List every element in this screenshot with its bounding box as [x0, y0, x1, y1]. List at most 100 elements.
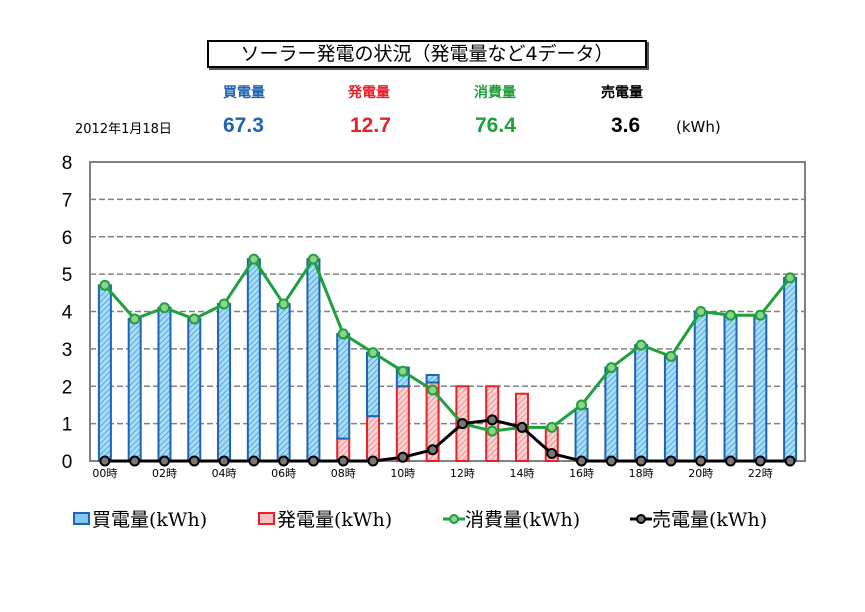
bar-purchase: [366, 351, 381, 418]
bar-purchase: [336, 332, 351, 440]
x-tick-label: 00時: [92, 467, 117, 480]
summary-value-sell: 3.6: [611, 114, 641, 137]
point-consumption: [576, 399, 588, 411]
bar-purchase: [425, 374, 440, 384]
point-consumption: [665, 350, 677, 362]
point-sale: [725, 455, 737, 467]
bar-purchase: [723, 314, 738, 462]
point-sale: [158, 455, 170, 467]
point-consumption: [427, 384, 439, 396]
summary-value-gen: 12.7: [350, 114, 391, 137]
point-sale: [248, 455, 260, 467]
point-consumption: [605, 362, 617, 374]
x-tick-label: 12時: [450, 467, 475, 480]
point-consumption: [635, 339, 647, 351]
point-sale: [665, 455, 677, 467]
point-consumption: [158, 302, 170, 314]
point-consumption: [129, 313, 141, 325]
point-consumption: [337, 328, 349, 340]
x-tick-label: 18時: [629, 467, 654, 480]
y-tick-label: 3: [62, 340, 73, 361]
legend-item-gen: 発電量(kWh): [258, 505, 392, 532]
legend-marker-sell: [630, 513, 652, 524]
legend-label-gen: 発電量(kWh): [277, 509, 393, 531]
bar-generation: [366, 415, 381, 462]
point-sale: [337, 455, 349, 467]
bar-purchase: [187, 317, 202, 462]
bar-purchase: [127, 317, 142, 462]
point-sale: [754, 455, 766, 467]
point-sale: [635, 455, 647, 467]
bar-purchase: [246, 258, 261, 462]
bar-purchase: [306, 258, 321, 462]
line-consumption: [103, 255, 792, 433]
point-consumption: [367, 347, 379, 359]
point-sale: [99, 455, 111, 467]
point-consumption: [784, 272, 796, 284]
x-tick-label: 20時: [688, 467, 713, 480]
y-tick-label: 5: [62, 265, 73, 286]
x-tick-label: 22時: [748, 467, 773, 480]
y-tick-label: 4: [62, 303, 73, 324]
point-consumption: [307, 253, 319, 265]
y-tick-label: 8: [62, 153, 73, 174]
x-tick-label: 14時: [509, 467, 534, 480]
summary-label-sell: 売電量: [601, 85, 643, 101]
summary-value-consume: 76.4: [475, 114, 516, 137]
point-consumption: [725, 309, 737, 321]
point-consumption: [546, 421, 558, 433]
point-sale: [129, 455, 141, 467]
legend-marker-consume: [443, 513, 465, 524]
legend-item-buy: 買電量(kWh): [73, 505, 207, 532]
point-consumption: [754, 309, 766, 321]
point-sale: [218, 455, 230, 467]
bar-purchase: [97, 284, 112, 462]
y-tick-label: 6: [62, 228, 73, 249]
legend-item-consume: 消費量(kWh): [443, 505, 580, 532]
bar-purchase: [276, 303, 291, 462]
x-tick-label: 04時: [212, 467, 237, 480]
point-sale: [278, 455, 290, 467]
bar-purchase: [574, 407, 589, 462]
point-sale: [576, 455, 588, 467]
summary-value-buy: 67.3: [223, 114, 264, 137]
point-consumption: [248, 253, 260, 265]
summary-label-consume: 消費量: [474, 85, 516, 101]
point-sale: [486, 414, 498, 426]
bar-purchase: [663, 355, 678, 463]
point-consumption: [695, 306, 707, 317]
x-tick-label: 06時: [271, 467, 296, 480]
x-tick-label: 08時: [331, 467, 356, 480]
point-consumption: [218, 298, 230, 310]
bar-purchase: [217, 303, 232, 462]
x-tick-label: 10時: [390, 467, 415, 480]
point-sale: [397, 451, 409, 463]
bar-generation: [395, 385, 410, 462]
point-consumption: [188, 313, 200, 325]
bar-purchase: [783, 276, 798, 462]
chart-title: ソーラー発電の状況（発電量など4データ）: [207, 40, 647, 68]
bar-purchase: [693, 310, 708, 462]
bar-purchase: [634, 344, 649, 463]
x-tick-label: 16時: [569, 467, 594, 480]
summary-label-buy: 買電量: [223, 85, 265, 101]
summary-label-gen: 発電量: [348, 85, 390, 101]
bar-purchase: [157, 306, 172, 463]
y-tick-label: 0: [62, 452, 73, 473]
y-tick-label: 1: [62, 415, 73, 436]
legend-label-sell: 売電量(kWh): [652, 509, 768, 531]
point-consumption: [278, 298, 290, 310]
point-consumption: [99, 279, 111, 291]
point-sale: [784, 455, 796, 467]
point-sale: [546, 448, 558, 460]
point-sale: [188, 455, 200, 467]
point-consumption: [486, 425, 498, 437]
point-sale: [307, 455, 319, 467]
bar-purchase: [753, 314, 768, 462]
legend-item-sell: 売電量(kWh): [630, 505, 767, 532]
x-tick-label: 02時: [152, 467, 177, 480]
point-sale: [516, 421, 528, 433]
point-sale: [456, 418, 468, 430]
legend-swatch-buy: [73, 512, 90, 525]
